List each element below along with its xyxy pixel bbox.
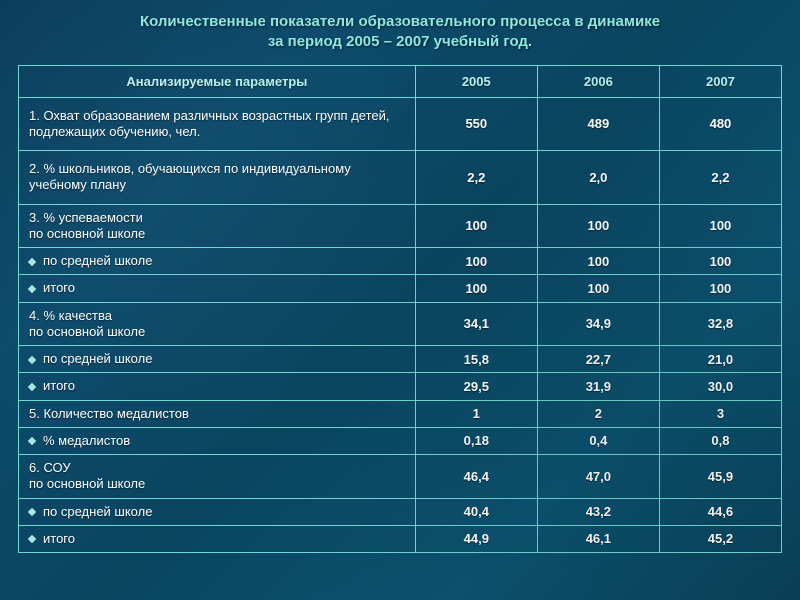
table-row: 3. % успеваемостипо основной школе100100… [19, 204, 782, 248]
bullet-label: итого [29, 280, 75, 295]
bullet-label: % медалистов [29, 433, 130, 448]
value-cell: 43,2 [537, 498, 659, 525]
col-header-2005: 2005 [415, 65, 537, 97]
param-label: 2. % школьников, обучающихся по индивиду… [29, 161, 351, 192]
value-cell: 32,8 [659, 302, 781, 346]
col-header-2007: 2007 [659, 65, 781, 97]
table-row: по средней школе100100100 [19, 248, 782, 275]
bullet-label: по средней школе [29, 504, 152, 519]
title-line-1: Количественные показатели образовательно… [140, 13, 660, 30]
value-cell: 15,8 [415, 346, 537, 373]
value-cell: 34,1 [415, 302, 537, 346]
value-cell: 47,0 [537, 455, 659, 499]
value-cell: 34,9 [537, 302, 659, 346]
value-cell: 100 [537, 248, 659, 275]
table-row: 2. % школьников, обучающихся по индивиду… [19, 151, 782, 205]
table-row: 5. Количество медалистов 123 [19, 400, 782, 427]
param-cell: 3. % успеваемостипо основной школе [19, 204, 416, 248]
value-cell: 22,7 [537, 346, 659, 373]
indicators-table: Анализируемые параметры 2005 2006 2007 1… [18, 65, 782, 554]
table-row: 6. СОУпо основной школе46,447,045,9 [19, 455, 782, 499]
table-row: 4. % качествапо основной школе34,134,932… [19, 302, 782, 346]
param-cell: 4. % качествапо основной школе [19, 302, 416, 346]
value-cell: 30,0 [659, 373, 781, 400]
param-label: 5. Количество медалистов [29, 406, 189, 421]
bullet-label: по средней школе [29, 253, 152, 268]
param-cell: итого [19, 275, 416, 302]
value-cell: 489 [537, 97, 659, 151]
bullet-label: итого [29, 378, 75, 393]
param-cell: % медалистов [19, 427, 416, 454]
value-cell: 29,5 [415, 373, 537, 400]
value-cell: 100 [415, 248, 537, 275]
value-cell: 44,6 [659, 498, 781, 525]
value-cell: 1 [415, 400, 537, 427]
bullet-label: итого [29, 531, 75, 546]
value-cell: 31,9 [537, 373, 659, 400]
table-row: итого100100100 [19, 275, 782, 302]
slide-title: Количественные показатели образовательно… [18, 12, 782, 53]
col-header-2006: 2006 [537, 65, 659, 97]
value-cell: 100 [415, 275, 537, 302]
table-row: итого 44,946,145,2 [19, 525, 782, 552]
value-cell: 0,8 [659, 427, 781, 454]
value-cell: 46,4 [415, 455, 537, 499]
param-cell: по средней школе [19, 498, 416, 525]
param-cell: 2. % школьников, обучающихся по индивиду… [19, 151, 416, 205]
value-cell: 100 [659, 248, 781, 275]
param-label: по основной школе [29, 476, 145, 491]
bullet-label: по средней школе [29, 351, 152, 366]
value-cell: 0,4 [537, 427, 659, 454]
param-cell: по средней школе [19, 346, 416, 373]
value-cell: 45,9 [659, 455, 781, 499]
value-cell: 0,18 [415, 427, 537, 454]
value-cell: 2,2 [659, 151, 781, 205]
value-cell: 100 [659, 275, 781, 302]
param-label: 4. % качества [29, 308, 112, 323]
value-cell: 46,1 [537, 525, 659, 552]
table-row: % медалистов 0,180,40,8 [19, 427, 782, 454]
value-cell: 100 [659, 204, 781, 248]
param-cell: 6. СОУпо основной школе [19, 455, 416, 499]
param-cell: итого [19, 373, 416, 400]
value-cell: 21,0 [659, 346, 781, 373]
value-cell: 100 [415, 204, 537, 248]
value-cell: 550 [415, 97, 537, 151]
table-row: по средней школе 40,443,244,6 [19, 498, 782, 525]
param-label: по основной школе [29, 324, 145, 339]
table-header-row: Анализируемые параметры 2005 2006 2007 [19, 65, 782, 97]
value-cell: 2,2 [415, 151, 537, 205]
value-cell: 44,9 [415, 525, 537, 552]
table-row: итого 29,531,930,0 [19, 373, 782, 400]
table-row: по средней школе 15,822,721,0 [19, 346, 782, 373]
param-label: по основной школе [29, 226, 145, 241]
title-line-2: за период 2005 – 2007 учебный год. [268, 33, 532, 50]
value-cell: 40,4 [415, 498, 537, 525]
param-label: 3. % успеваемости [29, 210, 143, 225]
param-cell: итого [19, 525, 416, 552]
param-cell: 5. Количество медалистов [19, 400, 416, 427]
param-label: 1. Охват образованием различных возрастн… [29, 108, 389, 139]
table-row: 1. Охват образованием различных возрастн… [19, 97, 782, 151]
value-cell: 2 [537, 400, 659, 427]
param-cell: по средней школе [19, 248, 416, 275]
value-cell: 45,2 [659, 525, 781, 552]
value-cell: 480 [659, 97, 781, 151]
param-label: 6. СОУ [29, 460, 71, 475]
value-cell: 100 [537, 275, 659, 302]
value-cell: 3 [659, 400, 781, 427]
value-cell: 100 [537, 204, 659, 248]
value-cell: 2,0 [537, 151, 659, 205]
col-header-param: Анализируемые параметры [19, 65, 416, 97]
param-cell: 1. Охват образованием различных возрастн… [19, 97, 416, 151]
